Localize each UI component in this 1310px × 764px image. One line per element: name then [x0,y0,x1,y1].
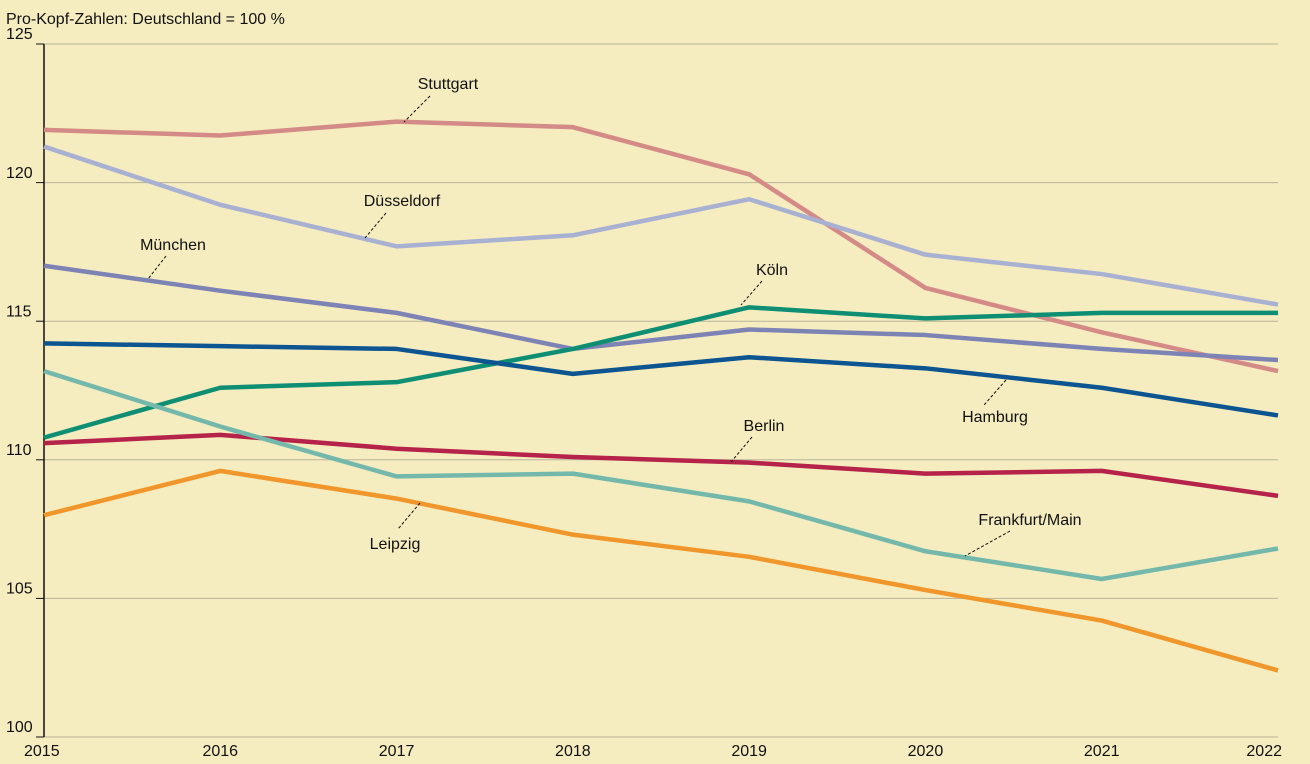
series-label: Hamburg [962,409,1028,426]
leader-line [147,255,167,280]
leader-line [740,280,763,306]
y-tick-label: 110 [6,442,32,459]
series-line [43,263,1279,363]
y-tick-label: 105 [6,581,33,598]
series-line [43,144,1279,307]
series-label: München [140,237,206,254]
series-line [43,119,1279,374]
series-line [43,468,1279,673]
leader-line [397,502,421,530]
series-line [43,341,1279,418]
series-line [43,368,1279,582]
y-tick-label: 120 [6,165,33,182]
leader-line [964,530,1011,557]
y-tick-label: 100 [6,719,33,736]
y-tick-label: 125 [6,26,33,43]
series-label: Leipzig [370,536,421,553]
x-tick-label: 2021 [1084,743,1120,760]
x-tick-label: 2022 [1246,743,1282,760]
x-tick-label: 2019 [731,743,767,760]
series-label: Stuttgart [418,76,479,93]
y-tick-label: 115 [6,303,32,320]
leader-line [364,212,387,239]
series-label: Düsseldorf [364,193,441,210]
x-tick-label: 2016 [202,743,238,760]
series-label: Berlin [744,418,785,435]
x-tick-label: 2015 [24,743,60,760]
x-tick-label: 2017 [379,743,415,760]
series-label: Frankfurt/Main [978,512,1081,529]
leader-line [403,95,431,123]
x-tick-label: 2018 [555,743,591,760]
leader-line [730,436,753,463]
series-line [43,305,1278,440]
series-label: Köln [756,262,788,279]
leader-line [983,379,1007,406]
chart-title: Pro-Kopf-Zahlen: Deutschland = 100 % [6,11,285,28]
x-tick-label: 2020 [908,743,944,760]
